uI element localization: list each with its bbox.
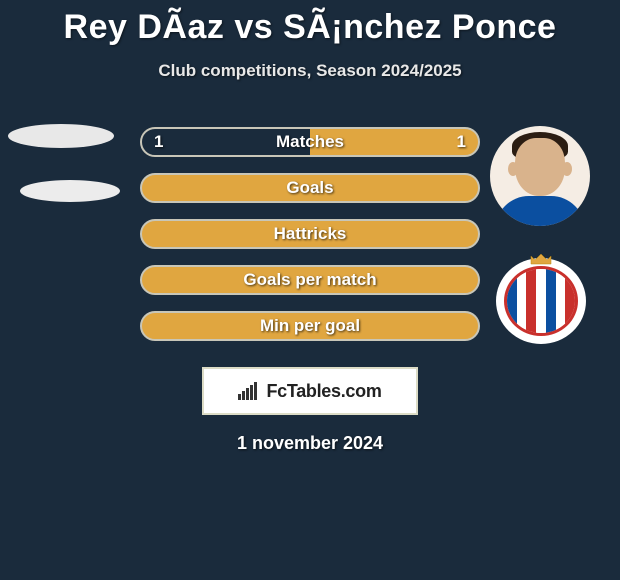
stat-left-value: 1 [154, 132, 163, 152]
date-label: 1 november 2024 [0, 433, 620, 454]
stat-bar: Goals [140, 173, 480, 203]
stat-row: Matches 1 1 [0, 119, 620, 165]
chart-bars-icon [238, 382, 260, 400]
subtitle: Club competitions, Season 2024/2025 [0, 61, 620, 81]
stat-right-value: 1 [457, 132, 466, 152]
stat-row: Min per goal [0, 303, 620, 349]
stat-row: Hattricks [0, 211, 620, 257]
stat-label: Hattricks [274, 224, 347, 244]
stat-bar: Matches 1 1 [140, 127, 480, 157]
brand-badge[interactable]: FcTables.com [202, 367, 418, 415]
brand-label: FcTables.com [266, 381, 381, 402]
stat-label: Goals per match [243, 270, 376, 290]
stat-bar: Hattricks [140, 219, 480, 249]
stat-bar: Goals per match [140, 265, 480, 295]
stat-bar: Min per goal [140, 311, 480, 341]
stat-label: Matches [276, 132, 344, 152]
stat-row: Goals [0, 165, 620, 211]
page-title: Rey DÃ­az vs SÃ¡nchez Ponce [0, 0, 620, 47]
stat-row: Goals per match [0, 257, 620, 303]
stats-container: Matches 1 1 Goals Hattricks Goals per match Mi… [0, 119, 620, 349]
stat-label: Goals [286, 178, 333, 198]
stat-label: Min per goal [260, 316, 360, 336]
